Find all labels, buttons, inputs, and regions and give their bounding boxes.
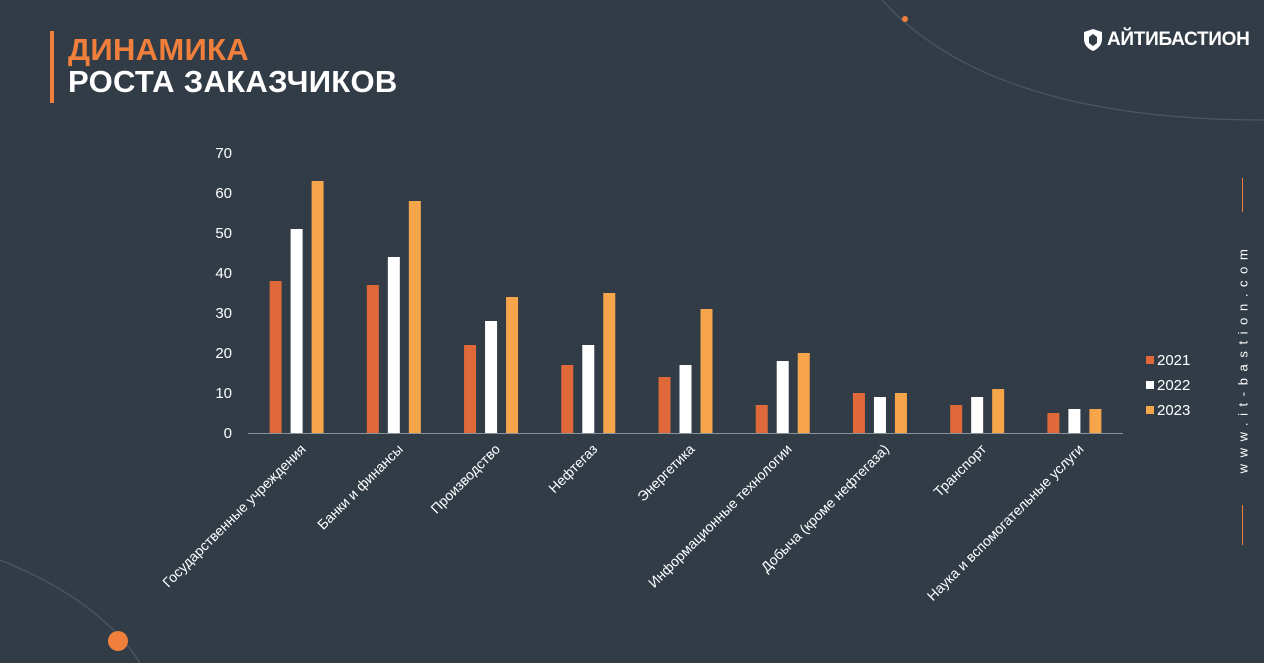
bar-2021 — [950, 405, 963, 433]
x-category-label: Наука и вспомогательные услуги — [924, 441, 1087, 604]
top-arc — [881, 0, 1264, 121]
shield-icon — [1084, 29, 1102, 51]
bar-2023 — [797, 353, 810, 433]
y-tick-label: 30 — [215, 305, 232, 322]
bar-2022 — [1068, 409, 1081, 433]
bar-2021 — [269, 281, 282, 433]
bar-2023 — [506, 297, 519, 433]
y-tick-label: 50 — [215, 225, 232, 242]
bar-2023 — [894, 393, 907, 433]
bar-2021 — [658, 377, 671, 433]
legend-swatch-2022 — [1146, 381, 1154, 389]
bar-2022 — [485, 321, 498, 433]
bar-2022 — [776, 361, 789, 433]
legend-label-2021: 2021 — [1157, 352, 1190, 369]
bar-2022 — [971, 397, 984, 433]
title-accent-bar — [50, 31, 54, 103]
y-tick-label: 10 — [215, 385, 232, 402]
x-category-label: Энергетика — [634, 441, 698, 505]
bar-2023 — [603, 293, 616, 433]
brand-logo-text: АЙТИБАСТИОН — [1107, 29, 1250, 50]
bar-2023 — [992, 389, 1005, 433]
bar-2021 — [561, 365, 574, 433]
bottom-arc — [0, 559, 141, 663]
legend-label-2022: 2022 — [1157, 377, 1190, 394]
website-line-top — [1242, 178, 1243, 212]
bar-2023 — [700, 309, 713, 433]
x-category-label: Производство — [427, 441, 503, 517]
y-tick-label: 40 — [215, 265, 232, 282]
bar-2021 — [464, 345, 477, 433]
bar-2023 — [1089, 409, 1102, 433]
x-category-label: Транспорт — [930, 440, 989, 499]
x-category-label: Нефтегаз — [545, 441, 600, 496]
bar-2023 — [408, 201, 421, 433]
x-category-label: Государственные учреждения — [159, 441, 309, 591]
top-arc-dot — [902, 16, 908, 22]
y-tick-label: 20 — [215, 345, 232, 362]
legend-swatch-2021 — [1146, 356, 1154, 364]
legend-swatch-2023 — [1146, 406, 1154, 414]
bar-2022 — [679, 365, 692, 433]
bar-2021 — [366, 285, 379, 433]
y-tick-label: 0 — [224, 425, 232, 442]
bar-2021 — [852, 393, 865, 433]
bar-2022 — [873, 397, 886, 433]
y-tick-label: 60 — [215, 185, 232, 202]
bottom-arc-dot — [108, 631, 128, 651]
bar-2023 — [311, 181, 324, 433]
bar-2021 — [1047, 413, 1060, 433]
bar-2022 — [290, 229, 303, 433]
bar-2022 — [387, 257, 400, 433]
page-title-line-1: ДИНАМИКА — [68, 32, 249, 67]
y-tick-label: 70 — [215, 145, 232, 162]
page-title-line-2: РОСТА ЗАКАЗЧИКОВ — [68, 64, 398, 99]
website-line-bottom — [1242, 505, 1243, 545]
legend-label-2023: 2023 — [1157, 402, 1190, 419]
bar-2021 — [755, 405, 768, 433]
x-category-label: Банки и финансы — [314, 441, 406, 533]
bar-2022 — [582, 345, 595, 433]
brand-logo: АЙТИБАСТИОН — [1083, 28, 1250, 52]
